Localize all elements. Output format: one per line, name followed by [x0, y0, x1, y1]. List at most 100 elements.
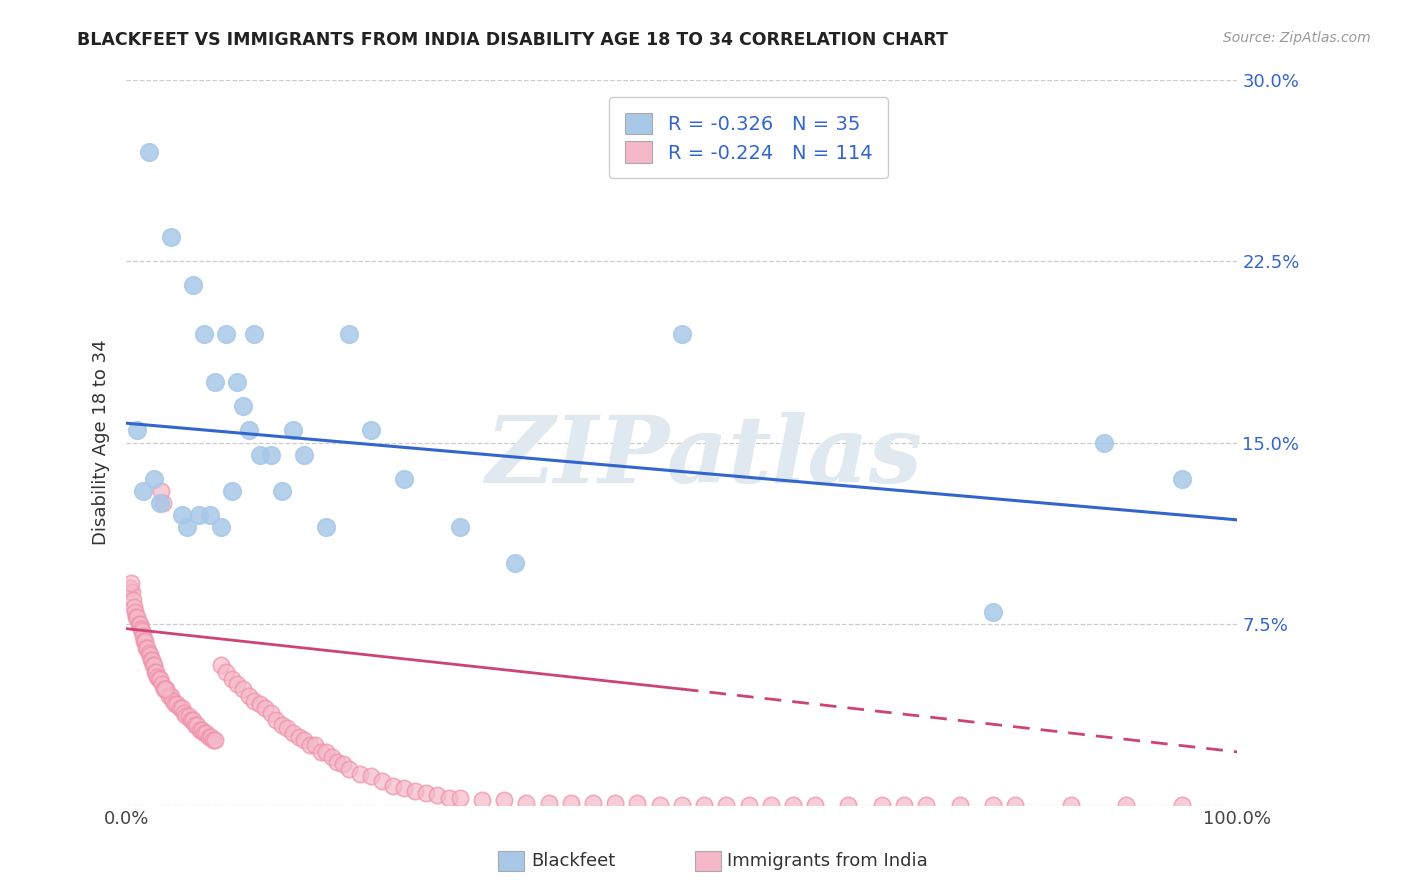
Point — [404, 783, 426, 797]
Point — [127, 609, 149, 624]
Point — [198, 508, 221, 522]
Text: Blackfeet: Blackfeet — [531, 852, 616, 870]
Point — [197, 731, 219, 745]
Point — [238, 690, 260, 704]
Point — [157, 690, 180, 704]
Point — [893, 798, 915, 813]
Point — [671, 326, 693, 341]
Point — [582, 796, 605, 810]
Text: Source: ZipAtlas.com: Source: ZipAtlas.com — [1223, 31, 1371, 45]
Point — [981, 798, 1004, 813]
Point — [270, 718, 292, 732]
Point — [177, 708, 200, 723]
Point — [648, 798, 671, 813]
Point — [201, 732, 224, 747]
Point — [173, 706, 195, 721]
Point — [249, 697, 271, 711]
Text: BLACKFEET VS IMMIGRANTS FROM INDIA DISABILITY AGE 18 TO 34 CORRELATION CHART: BLACKFEET VS IMMIGRANTS FROM INDIA DISAB… — [77, 31, 948, 49]
Point — [215, 326, 238, 341]
Point — [146, 670, 169, 684]
Point — [129, 622, 152, 636]
Point — [127, 424, 149, 438]
Point — [270, 483, 292, 498]
Point — [309, 745, 332, 759]
Point — [132, 483, 155, 498]
Point — [360, 424, 382, 438]
Point — [152, 496, 174, 510]
Point — [142, 657, 165, 672]
Point — [195, 725, 218, 739]
Point — [135, 640, 157, 655]
Point — [537, 796, 560, 810]
Point — [181, 278, 204, 293]
Point — [381, 779, 404, 793]
Point — [266, 714, 288, 728]
Point — [737, 798, 759, 813]
Point — [415, 786, 437, 800]
Point — [243, 326, 266, 341]
Point — [191, 723, 214, 738]
Point — [145, 665, 167, 680]
Point — [716, 798, 738, 813]
Point — [170, 508, 193, 522]
Point — [292, 732, 315, 747]
Point — [200, 731, 222, 745]
Point — [148, 673, 170, 687]
Point — [128, 616, 150, 631]
Point — [226, 375, 249, 389]
Point — [298, 738, 321, 752]
Point — [204, 732, 226, 747]
Point — [138, 145, 160, 160]
Point — [134, 633, 156, 648]
Point — [122, 592, 145, 607]
Point — [915, 798, 938, 813]
Point — [949, 798, 972, 813]
Point — [238, 424, 260, 438]
Point — [1171, 472, 1194, 486]
Point — [188, 723, 211, 738]
Point — [232, 399, 254, 413]
Point — [125, 609, 148, 624]
Point — [981, 605, 1004, 619]
Point — [349, 766, 371, 780]
Point — [292, 448, 315, 462]
Point — [176, 520, 198, 534]
Point — [169, 701, 191, 715]
Point — [176, 708, 198, 723]
Point — [159, 230, 181, 244]
Point — [626, 796, 648, 810]
Point — [184, 718, 207, 732]
Point — [1060, 798, 1083, 813]
Point — [141, 653, 163, 667]
Point — [122, 599, 145, 614]
Y-axis label: Disability Age 18 to 34: Disability Age 18 to 34 — [93, 340, 110, 545]
Point — [471, 793, 494, 807]
Point — [124, 605, 146, 619]
Point — [181, 714, 204, 728]
Point — [120, 575, 142, 590]
Point — [693, 798, 716, 813]
Point — [1004, 798, 1026, 813]
Point — [260, 706, 283, 721]
Point — [1092, 435, 1115, 450]
Point — [159, 690, 181, 704]
Point — [209, 520, 232, 534]
Point — [560, 796, 582, 810]
Point — [143, 657, 166, 672]
Point — [371, 773, 394, 788]
Point — [337, 326, 360, 341]
Point — [671, 798, 693, 813]
Point — [186, 718, 208, 732]
Point — [804, 798, 827, 813]
Point — [136, 640, 159, 655]
Point — [287, 731, 309, 745]
Point — [870, 798, 893, 813]
Point — [132, 633, 155, 648]
Point — [149, 673, 172, 687]
Point — [221, 483, 243, 498]
Point — [143, 472, 166, 486]
Point — [281, 725, 304, 739]
Point — [180, 714, 202, 728]
Point — [249, 448, 271, 462]
Point — [837, 798, 859, 813]
